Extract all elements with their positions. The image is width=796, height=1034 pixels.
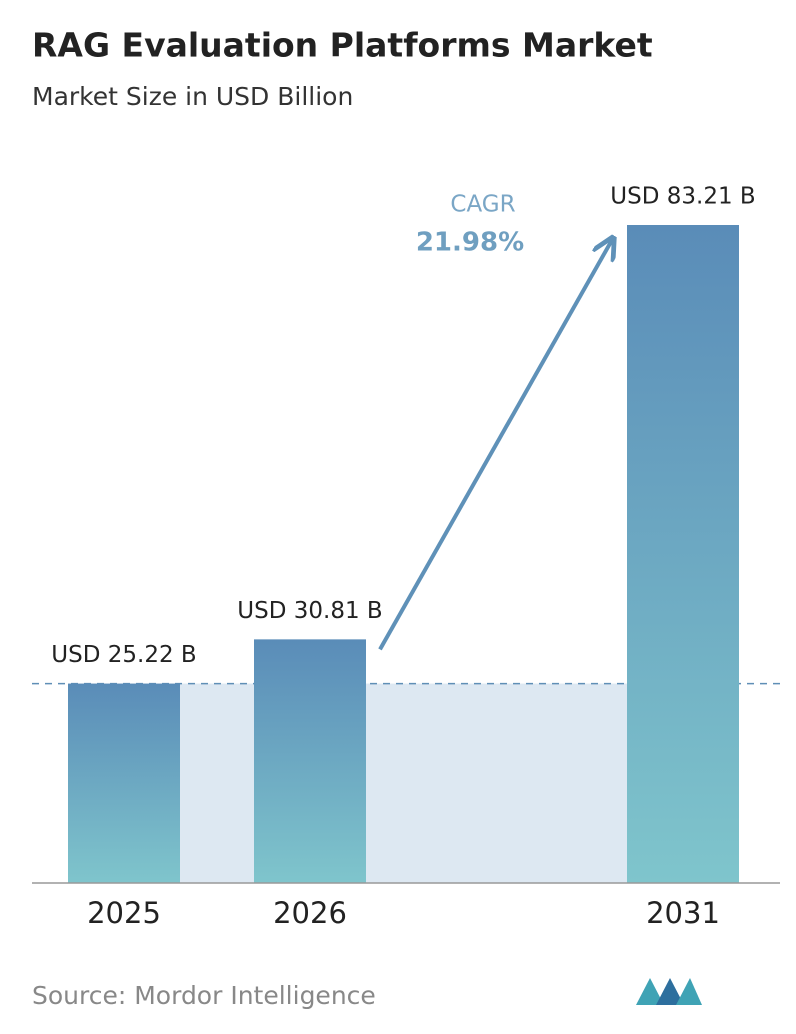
cagr-arrow xyxy=(378,240,612,651)
bar xyxy=(68,683,180,883)
source: Source: Mordor Intelligence xyxy=(32,981,376,1010)
baseline-band xyxy=(180,683,627,883)
cagr-value: 21.98% xyxy=(416,228,524,258)
value-label: USD 30.81 B xyxy=(237,598,382,624)
chart-subtitle: Market Size in USD Billion xyxy=(32,82,353,111)
x-tick-label: 2031 xyxy=(646,896,720,930)
logo xyxy=(636,978,702,1005)
value-label: USD 25.22 B xyxy=(51,642,196,668)
value-label: USD 83.21 B xyxy=(610,184,755,210)
x-tick-label: 2025 xyxy=(87,896,161,930)
bar xyxy=(254,639,366,883)
cagr-label: CAGR xyxy=(450,192,515,218)
x-tick-label: 2026 xyxy=(273,896,347,930)
bar xyxy=(627,225,739,883)
chart-title: RAG Evaluation Platforms Market xyxy=(32,26,653,65)
